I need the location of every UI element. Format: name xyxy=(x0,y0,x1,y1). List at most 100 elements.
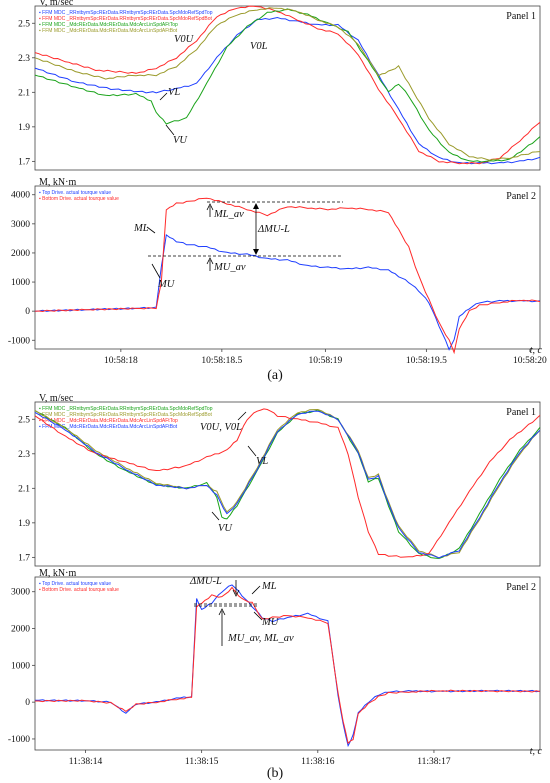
x-tick-label: 11:38:17 xyxy=(417,757,451,767)
leader-v0 xyxy=(237,411,247,421)
legend-entry: ▪ FFM MDC _RRntbymSpcRErData.RRntbymSpcR… xyxy=(39,16,213,22)
y-tick-label: 3000 xyxy=(11,588,30,598)
leader-vu xyxy=(165,124,175,136)
leader-vl-b xyxy=(247,445,257,457)
legend-entry: ▪ FFM MDC _MdcRErData.MdcRErData.MdcArcL… xyxy=(39,28,178,34)
y-tick-label: 2000 xyxy=(11,625,30,635)
y-tick-label: 2.3 xyxy=(18,450,30,460)
y-tick-label: 3000 xyxy=(11,220,30,230)
panel-label: Panel 2 xyxy=(506,191,536,202)
annotations-b2: ΔMU-L ML MU MU_av, ML_av xyxy=(189,576,294,646)
label-vl: VL xyxy=(168,87,180,98)
y-tick-label: 1.9 xyxy=(18,519,30,529)
label-vu-b: VU xyxy=(218,523,233,534)
plot-frame xyxy=(34,185,541,350)
x-tick-label: 10:58:18.5 xyxy=(201,356,242,366)
legend-entry: ▪ Top Drive. actual tourque value xyxy=(39,190,111,196)
x-tick-label: 11:38:14 xyxy=(69,757,103,767)
series-line xyxy=(34,410,541,559)
panel-label: Panel 1 xyxy=(506,11,536,22)
leader-ml xyxy=(146,226,156,234)
y-tick-label: 1.7 xyxy=(18,157,30,167)
x-tick-label: 11:38:16 xyxy=(301,757,335,767)
legend-entry: ▪ Bottom Drive. actual tourque value xyxy=(39,587,119,593)
y-tick-label: 2.5 xyxy=(18,415,30,425)
x-tick-label: 10:58:19.5 xyxy=(406,356,447,366)
label-mu-b: MU xyxy=(261,617,280,628)
y-tick-label: 1.9 xyxy=(18,123,30,133)
legend-entry: ▪ FFM MDC _RRntbymSpcRErData.RRntbymSpcR… xyxy=(39,412,213,418)
series-line xyxy=(34,408,541,558)
series-line xyxy=(35,586,541,745)
label-ml: ML xyxy=(133,223,149,234)
annotations-a1: V0U V0L VL VU xyxy=(159,34,268,146)
x-axis-label: t, c xyxy=(530,746,543,757)
leader-mu-b xyxy=(253,611,263,621)
label-av-b: MU_av, ML_av xyxy=(227,633,294,644)
leader-vl xyxy=(159,92,168,101)
label-ml-b: ML xyxy=(261,581,277,592)
series-line xyxy=(34,408,541,559)
panel-label: Panel 1 xyxy=(506,407,536,418)
dm-arrow-head-top xyxy=(253,203,259,209)
label-v0l: V0L xyxy=(250,41,268,52)
series-line xyxy=(34,234,541,351)
panel-b1: 1.7 1.9 2.1 2.3 2.5 V, m/sec Panel 1 ▪ FFM MDC … xyxy=(18,393,541,567)
y-tick-label: 1000 xyxy=(11,661,30,671)
label-ml-av: ML_av xyxy=(213,209,244,220)
caption-a: (a) xyxy=(267,368,283,383)
y-axis-label: M, kN·m xyxy=(39,177,76,188)
ml-av-arrow xyxy=(206,203,214,217)
plot-frame xyxy=(34,401,541,567)
leader-mu xyxy=(151,263,161,279)
legend-entry: ▪ FFM MDC _RRntbymSpcRErData.RRntbymSpcR… xyxy=(39,406,213,412)
label-v0: V0U, V0L xyxy=(200,422,242,433)
b2-dm-arrow xyxy=(232,580,240,597)
annotations-b1: V0U, V0L VL VU xyxy=(200,411,268,534)
series-line xyxy=(34,7,541,161)
caption-b: (b) xyxy=(267,766,284,781)
label-vu: VU xyxy=(173,135,188,146)
mu-av-arrow xyxy=(206,257,214,271)
y-tick-label: -1000 xyxy=(8,735,30,745)
x-tick-label: 10:58:19 xyxy=(308,356,342,366)
y-tick-label: 1.7 xyxy=(18,553,30,563)
plot-frame xyxy=(34,5,541,171)
y-tick-label: 2.1 xyxy=(18,88,30,98)
annotations-a2: ML_av MU_av ΔMU-L ML MU xyxy=(133,201,343,290)
legend-entry: ▪ FFM MDC _MdcRErData.MdcRErData.MdcArcL… xyxy=(39,418,178,424)
label-mu-av: MU_av xyxy=(213,262,246,273)
panel-label: Panel 2 xyxy=(506,582,536,593)
y-tick-label: 4000 xyxy=(11,191,30,201)
x-axis-label: t, c xyxy=(530,345,543,356)
b2-av-arrow xyxy=(218,608,226,646)
legend-entry: ▪ Top Drive. actual tourque value xyxy=(39,581,111,587)
legend-entry: ▪ Bottom Drive. actual tourque value xyxy=(39,196,119,202)
legend-entry: ▪ FFM MDC _MdcRErData.MdcRErData.MdcArcL… xyxy=(39,424,178,430)
y-tick-label: 0 xyxy=(25,698,30,708)
panel-b2: -1000 0 1000 2000 3000 11:38:14 11:38:15 11:38:… xyxy=(8,568,543,767)
leader-ml-b xyxy=(251,585,261,595)
label-v0u: V0U xyxy=(174,34,195,45)
x-tick-label: 10:58:20 xyxy=(513,356,547,366)
dm-arrow-head-bottom xyxy=(253,249,259,255)
x-tick-label: 11:38:15 xyxy=(185,757,219,767)
y-axis-label: V, m/sec xyxy=(39,0,74,8)
y-axis-label: M, kN·m xyxy=(39,568,76,579)
y-tick-label: 2.5 xyxy=(18,19,30,29)
legend-entry: ▪ FFM MDC _RRntbymSpcRErData.RRntbymSpcR… xyxy=(39,10,213,16)
series-line xyxy=(34,197,541,355)
y-tick-label: 2.1 xyxy=(18,484,30,494)
y-axis-label: V, m/sec xyxy=(39,393,74,404)
series-line xyxy=(34,16,541,165)
label-mu: MU xyxy=(157,279,176,290)
label-vl-b: VL xyxy=(256,456,268,467)
panel-a1: 1.7 1.9 2.1 2.3 2.5 V, m/sec Panel 1 ▪ FFM MDC … xyxy=(18,0,541,171)
leader-vu-b xyxy=(211,511,220,521)
x-tick-label: 10:58:18 xyxy=(104,356,138,366)
series-line xyxy=(35,584,541,748)
y-tick-label: 2000 xyxy=(11,249,30,259)
label-dm: ΔMU-L xyxy=(257,224,290,235)
y-tick-label: 2.3 xyxy=(18,54,30,64)
